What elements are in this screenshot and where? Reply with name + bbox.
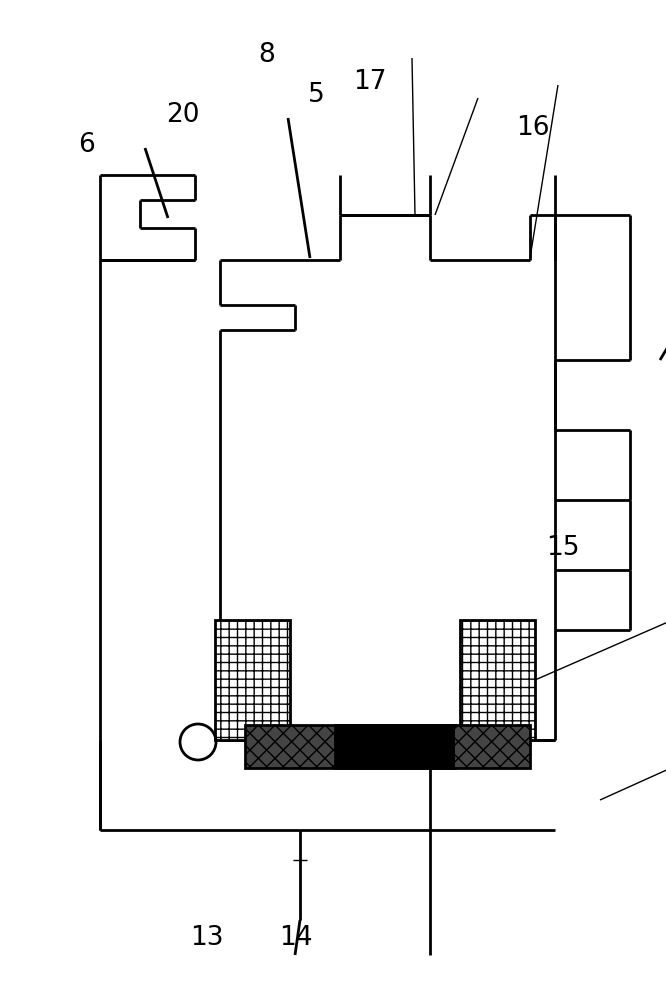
Text: 20: 20	[166, 102, 200, 128]
Text: 13: 13	[190, 925, 223, 951]
Text: 8: 8	[258, 42, 275, 68]
Bar	[460, 620, 535, 740]
Bar	[455, 725, 530, 768]
Text: 17: 17	[353, 69, 386, 95]
Bar	[215, 620, 290, 740]
Bar	[245, 725, 335, 768]
Text: 14: 14	[280, 925, 313, 951]
Text: 5: 5	[308, 82, 325, 108]
Bar	[245, 725, 530, 768]
Text: 16: 16	[516, 115, 549, 141]
Text: 6: 6	[78, 132, 95, 158]
Text: 18: 18	[473, 729, 506, 755]
Bar	[335, 725, 455, 768]
Text: 15: 15	[546, 535, 579, 561]
